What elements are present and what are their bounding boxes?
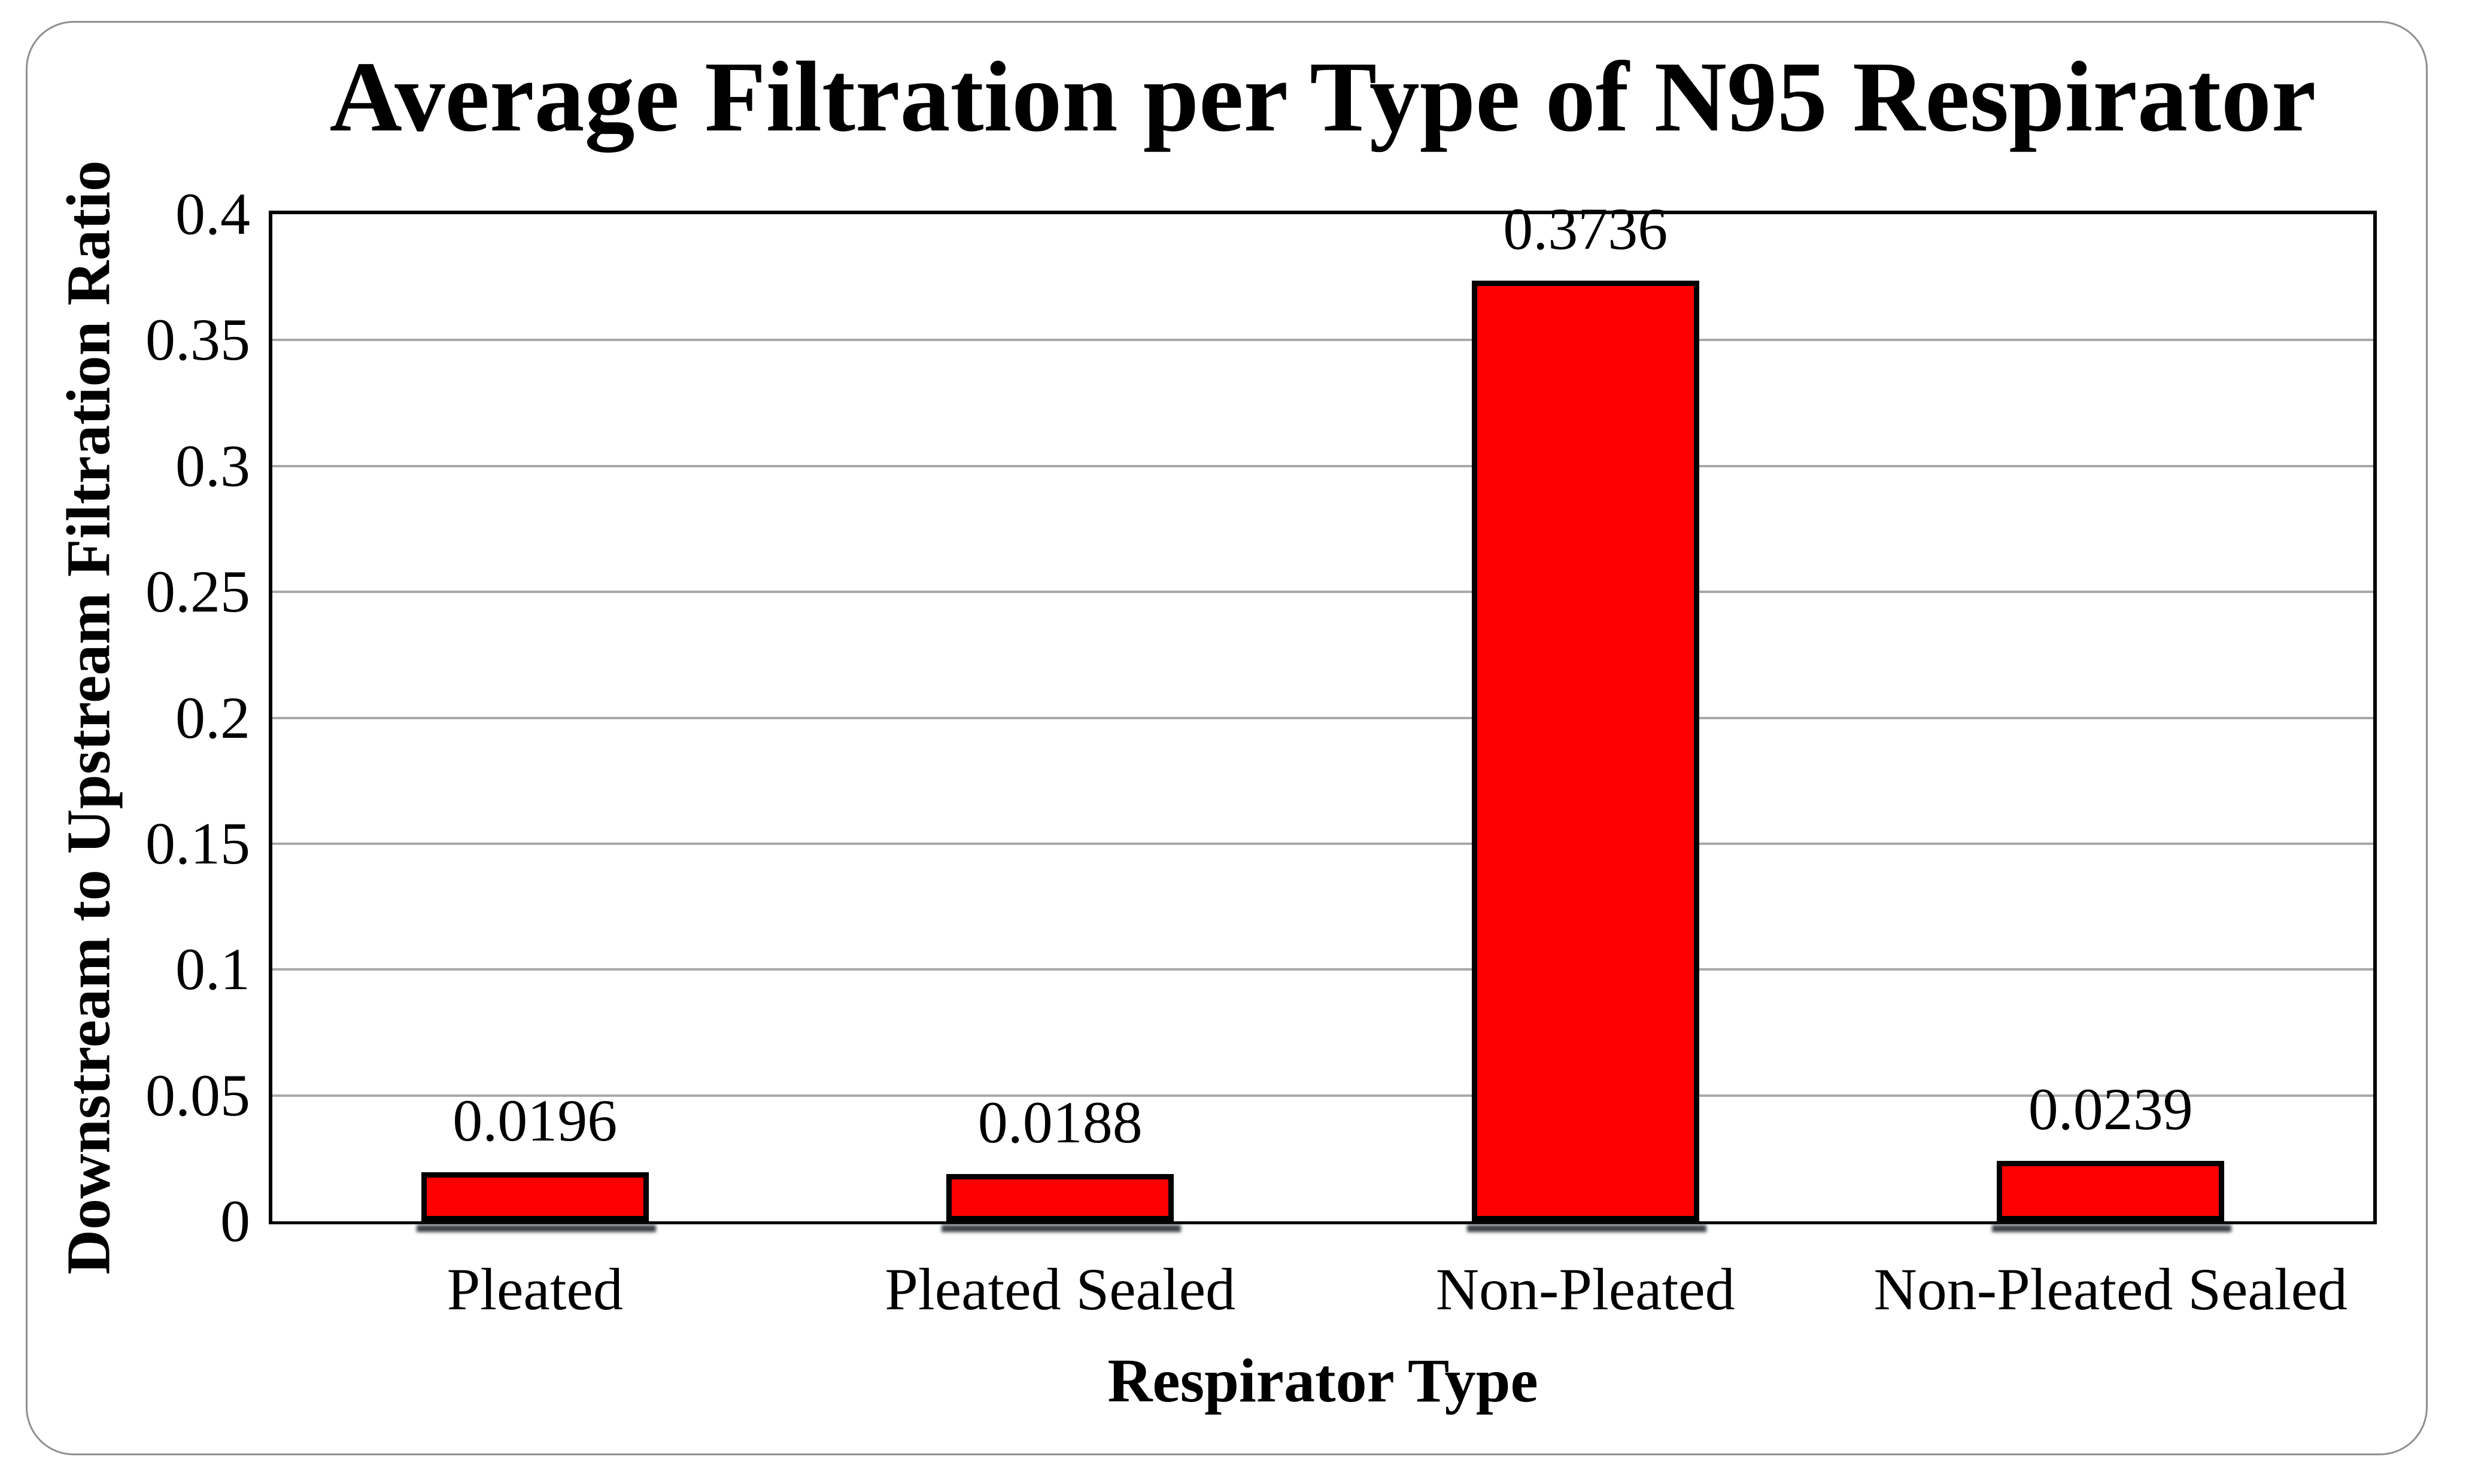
plot-area: 0.0196 0.0188 0.3736 0.0239: [269, 196, 2377, 1232]
y-tick-label: 0.3: [175, 432, 250, 499]
bar-data-label: 0.0188: [977, 1088, 1143, 1155]
gridline: [272, 591, 2373, 594]
y-tick-label: 0: [220, 1188, 250, 1254]
y-tick-label: 0.1: [175, 936, 250, 1003]
bar-pleated-sealed: [946, 1173, 1174, 1221]
y-tick-label: 0.35: [145, 306, 250, 373]
bar-pleated: [421, 1172, 649, 1221]
bar-data-label: 0.3736: [1503, 196, 1668, 263]
y-tick-label: 0.25: [145, 558, 250, 625]
x-axis-title: Respirator Type: [1107, 1346, 1538, 1415]
y-tick-label: 0.2: [175, 684, 250, 751]
chart-frame: [26, 21, 2428, 1455]
bar-shadow: [1466, 1225, 1706, 1232]
bar-data-label: 0.0196: [452, 1087, 618, 1154]
bar-non-pleated-sealed: [1997, 1161, 2225, 1221]
chart-title: Average Filtration per Type of N95 Respi…: [329, 41, 2316, 153]
gridline: [272, 464, 2373, 467]
x-category-label: Pleated Sealed: [885, 1256, 1236, 1322]
gridline: [272, 968, 2373, 971]
bar-shadow: [942, 1225, 1182, 1232]
y-tick-label: 0.15: [145, 810, 250, 877]
gridline: [272, 716, 2373, 719]
bar-non-pleated: [1471, 281, 1699, 1221]
gridline: [272, 339, 2373, 342]
gridline: [272, 842, 2373, 845]
bar-shadow: [416, 1225, 656, 1232]
y-tick-label: 0.4: [175, 181, 250, 247]
x-category-label: Non-Pleated: [1435, 1256, 1735, 1322]
bar-data-label: 0.0239: [2028, 1076, 2193, 1143]
bar-shadow: [1992, 1225, 2232, 1232]
y-tick-label: 0.05: [145, 1062, 250, 1129]
x-category-label: Non-Pleated Sealed: [1873, 1256, 2347, 1322]
x-category-label: Pleated: [447, 1256, 623, 1322]
gridline: [272, 1094, 2373, 1097]
